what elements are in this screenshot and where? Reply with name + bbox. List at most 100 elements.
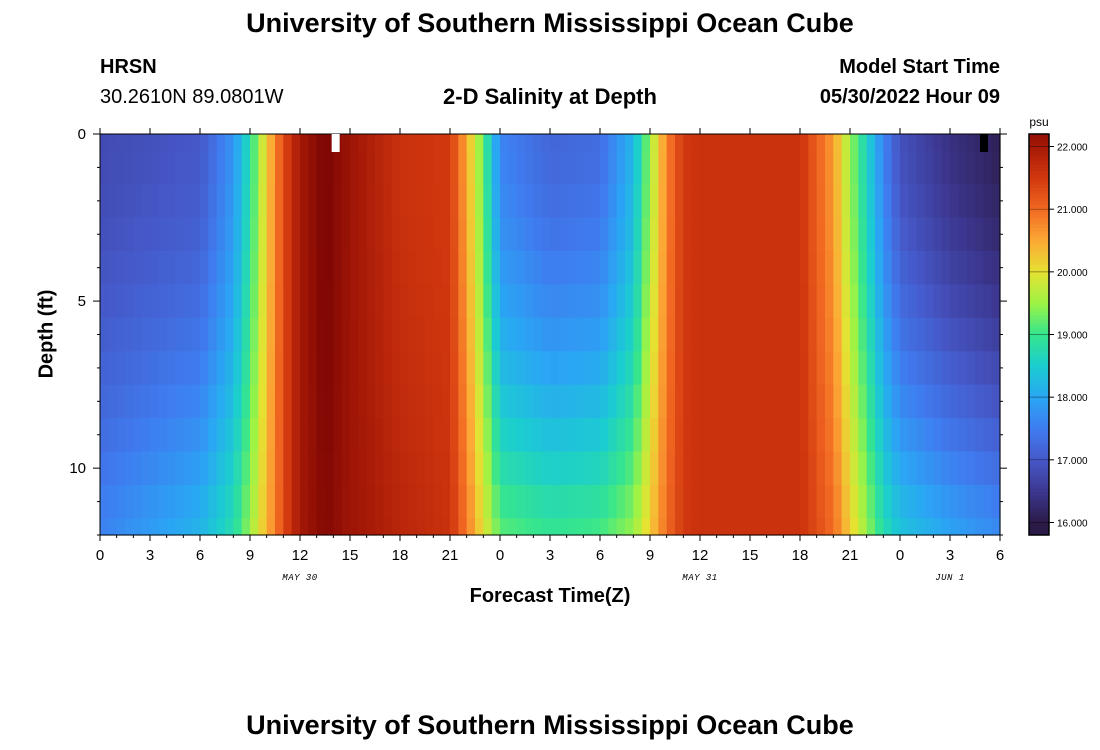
heatmap-cell xyxy=(408,184,418,219)
heatmap-cell xyxy=(191,351,201,386)
heatmap-cell xyxy=(633,518,643,536)
heatmap-cell xyxy=(258,184,268,219)
heatmap-cell xyxy=(216,184,226,219)
colorbar-segment xyxy=(1029,297,1049,302)
heatmap-cell xyxy=(875,351,884,386)
heatmap-cell xyxy=(241,351,251,386)
heatmap-cell xyxy=(733,484,743,519)
colorbar-segment xyxy=(1029,307,1049,312)
heatmap-cell xyxy=(583,484,593,519)
heatmap-cell xyxy=(458,150,468,185)
heatmap-cell xyxy=(475,518,484,536)
heatmap-cell xyxy=(650,250,659,285)
heatmap-cell xyxy=(725,384,734,419)
heatmap-cell xyxy=(258,484,268,519)
heatmap-cell xyxy=(633,134,643,152)
heatmap-cell xyxy=(758,351,768,386)
heatmap-cell xyxy=(766,484,776,519)
heatmap-cell xyxy=(225,134,234,152)
colorbar-segment xyxy=(1029,164,1049,168)
heatmap-cell xyxy=(550,134,559,152)
heatmap-cell xyxy=(575,250,584,285)
heatmap-cell xyxy=(116,284,126,319)
heatmap-cell xyxy=(791,184,801,219)
heatmap-cell xyxy=(950,134,959,152)
heatmap-cell xyxy=(200,217,209,252)
heatmap-cell xyxy=(633,317,643,352)
heatmap-cell xyxy=(300,317,309,352)
heatmap-cell xyxy=(416,484,426,519)
heatmap-cell xyxy=(783,351,793,386)
heatmap-cell xyxy=(308,317,318,352)
heatmap-cell xyxy=(391,284,401,319)
colorbar-segment xyxy=(1029,441,1049,446)
heatmap-cell xyxy=(866,484,876,519)
heatmap-cell xyxy=(666,184,676,219)
heatmap-cell xyxy=(891,134,901,152)
heatmap-cell xyxy=(316,184,326,219)
heatmap-cell xyxy=(141,217,151,252)
heatmap-cell xyxy=(258,150,268,185)
heatmap-cell xyxy=(791,134,801,152)
heatmap-cell xyxy=(550,217,559,252)
heatmap-cell xyxy=(683,351,693,386)
heatmap-cell xyxy=(591,134,601,152)
heatmap-cell xyxy=(566,150,576,185)
heatmap-cell xyxy=(266,451,276,486)
heatmap-cell xyxy=(433,184,443,219)
heatmap-cell xyxy=(258,518,268,536)
heatmap-cell xyxy=(200,418,209,453)
heatmap-cell xyxy=(908,418,918,453)
heatmap-cell xyxy=(541,418,551,453)
heatmap-cell xyxy=(858,518,868,536)
heatmap-cell xyxy=(100,451,109,486)
heatmap-cell xyxy=(883,351,893,386)
heatmap-cell xyxy=(241,284,251,319)
heatmap-cell xyxy=(683,150,693,185)
heatmap-cell xyxy=(716,384,726,419)
heatmap-cell xyxy=(958,184,968,219)
heatmap-cell xyxy=(375,284,384,319)
heatmap-cell xyxy=(450,351,459,386)
heatmap-cell xyxy=(491,518,501,536)
heatmap-cell xyxy=(425,484,434,519)
heatmap-cell xyxy=(625,484,634,519)
heatmap-cell xyxy=(183,184,193,219)
heatmap-cell xyxy=(858,451,868,486)
heatmap-cell xyxy=(983,250,993,285)
heatmap-cell xyxy=(900,351,909,386)
heatmap-cell xyxy=(508,484,518,519)
heatmap-cell xyxy=(116,250,126,285)
heatmap-cell xyxy=(533,518,543,536)
heatmap-cell xyxy=(566,484,576,519)
heatmap-cell xyxy=(200,250,209,285)
heatmap-cell xyxy=(541,184,551,219)
heatmap-cell xyxy=(866,351,876,386)
heatmap-cell xyxy=(425,134,434,152)
heatmap-cell xyxy=(575,317,584,352)
heatmap-cell xyxy=(833,484,843,519)
heatmap-cell xyxy=(666,384,676,419)
heatmap-cell xyxy=(883,150,893,185)
heatmap-cell xyxy=(341,184,351,219)
heatmap-cell xyxy=(441,351,451,386)
heatmap-cell xyxy=(208,184,218,219)
heatmap-cell xyxy=(275,317,284,352)
x-tick-label: 15 xyxy=(342,547,359,564)
heatmap-cell xyxy=(491,250,501,285)
heatmap-cell xyxy=(833,134,843,152)
colorbar-segment xyxy=(1029,394,1049,399)
heatmap-cell xyxy=(675,184,684,219)
heatmap-cell xyxy=(658,284,668,319)
heatmap-cell xyxy=(925,518,934,536)
heatmap-cell xyxy=(425,518,434,536)
heatmap-cell xyxy=(683,184,693,219)
heatmap-cell xyxy=(833,250,843,285)
heatmap-cell xyxy=(450,317,459,352)
heatmap-cell xyxy=(275,351,284,386)
heatmap-cell xyxy=(850,518,859,536)
heatmap-cell xyxy=(766,317,776,352)
heatmap-cell xyxy=(591,418,601,453)
heatmap-cell xyxy=(183,518,193,536)
heatmap-cell xyxy=(608,150,618,185)
